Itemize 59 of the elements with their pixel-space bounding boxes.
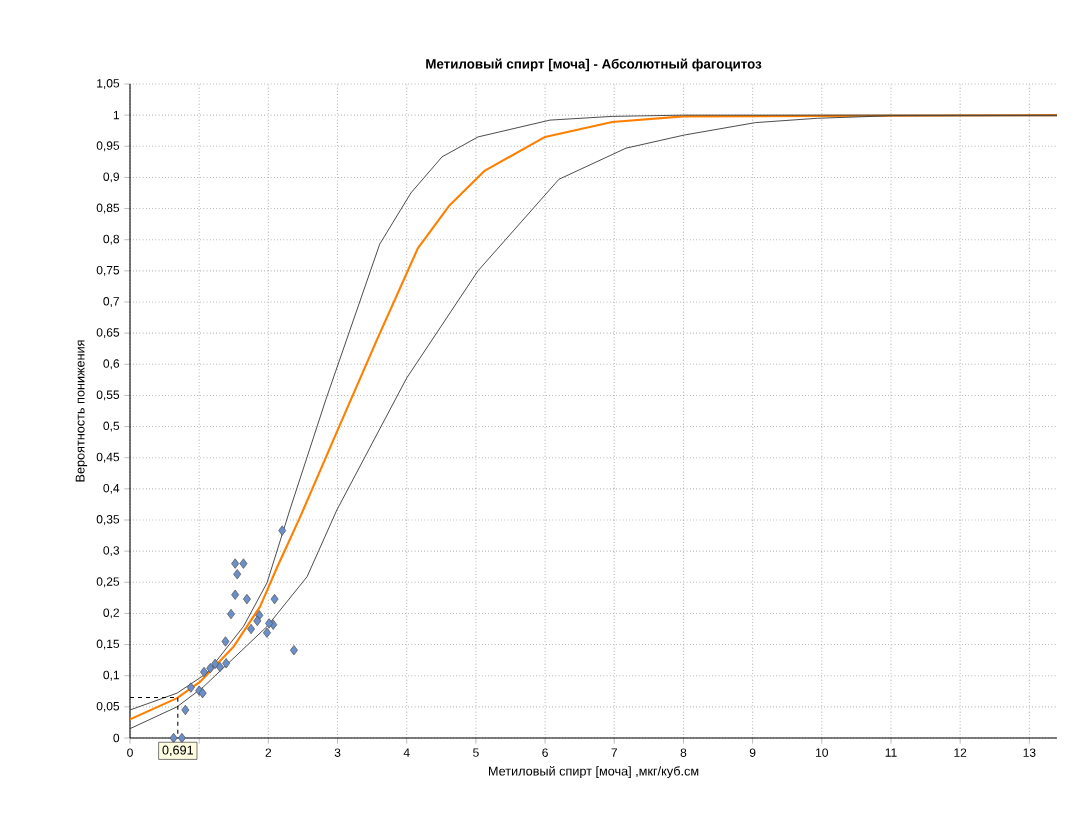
point (206, 663, 215, 674)
y-tick-label: 0,75 (96, 265, 120, 276)
point (233, 569, 242, 580)
point (231, 558, 240, 569)
point (231, 589, 240, 600)
x-tick-label: 5 (473, 748, 479, 757)
y-tick-label: 0,5 (103, 421, 120, 432)
x-tick-label: 0 (127, 748, 133, 757)
y-tick-label: 0,35 (96, 515, 120, 525)
y-tick-label: 0,2 (103, 608, 119, 619)
point (253, 615, 262, 627)
point (263, 627, 271, 638)
point (222, 658, 231, 669)
y-tick-label: 0,55 (96, 390, 120, 401)
x-tick-label: 12 (954, 748, 967, 757)
y-tick-label: 0,45 (96, 452, 120, 463)
point (186, 682, 195, 693)
x-tick-label: 11 (885, 748, 897, 757)
point (247, 623, 256, 635)
chart-title: Метиловый спирт [моча] - Абсолютный фагоцитоз (426, 58, 762, 72)
x-tick-label: 10 (816, 748, 829, 757)
y-tick-label: 0,65 (96, 328, 120, 339)
point (242, 593, 251, 605)
point (239, 558, 248, 569)
x-tick-label: 8 (680, 748, 687, 757)
y-tick-label: 0,85 (96, 203, 120, 214)
point (278, 525, 287, 536)
y-tick-label: 0,8 (103, 234, 120, 245)
point (181, 704, 190, 716)
annotation: 0,691 (162, 745, 194, 757)
x-axis-title: Метиловый спирт [моча] ,мкг/куб.см (488, 766, 699, 779)
y-tick-label: 0,7 (103, 297, 119, 307)
y-tick-label: 0,6 (103, 359, 120, 370)
y-tick-label: 0,9 (103, 172, 120, 183)
y-tick-label: 0,05 (96, 701, 120, 712)
point (211, 658, 220, 670)
y-tick-label: 0,3 (103, 546, 120, 557)
x-tick-label: 4 (403, 748, 410, 757)
y-tick-label: 1,05 (97, 79, 120, 89)
point (265, 618, 273, 629)
point (290, 645, 298, 656)
point (169, 732, 178, 744)
point (177, 732, 186, 744)
y-tick-label: 1 (113, 111, 120, 120)
x-tick-label: 3 (334, 748, 341, 757)
point (221, 636, 230, 647)
y-tick-label: 0,15 (96, 639, 120, 650)
y-tick-label: 0 (113, 733, 120, 743)
x-tick-label: 13 (1023, 748, 1036, 757)
y-axis-title: Вероятность понижения (75, 340, 88, 482)
point (270, 593, 279, 605)
x-tick-label: 6 (542, 748, 548, 757)
y-tick-label: 0,1 (103, 670, 120, 681)
x-tick-label: 7 (611, 748, 617, 757)
y-tick-label: 0,95 (96, 141, 120, 152)
y-tick-label: 0,25 (96, 577, 120, 588)
x-tick-label: 2 (265, 748, 272, 757)
x-tick-label: 9 (749, 748, 756, 757)
y-tick-label: 0,4 (103, 483, 120, 494)
